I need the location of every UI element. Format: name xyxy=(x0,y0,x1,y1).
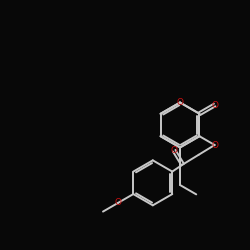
Text: O: O xyxy=(115,198,122,207)
Text: O: O xyxy=(211,140,218,149)
Text: O: O xyxy=(171,146,178,155)
Text: O: O xyxy=(176,98,184,107)
Text: O: O xyxy=(211,100,218,110)
